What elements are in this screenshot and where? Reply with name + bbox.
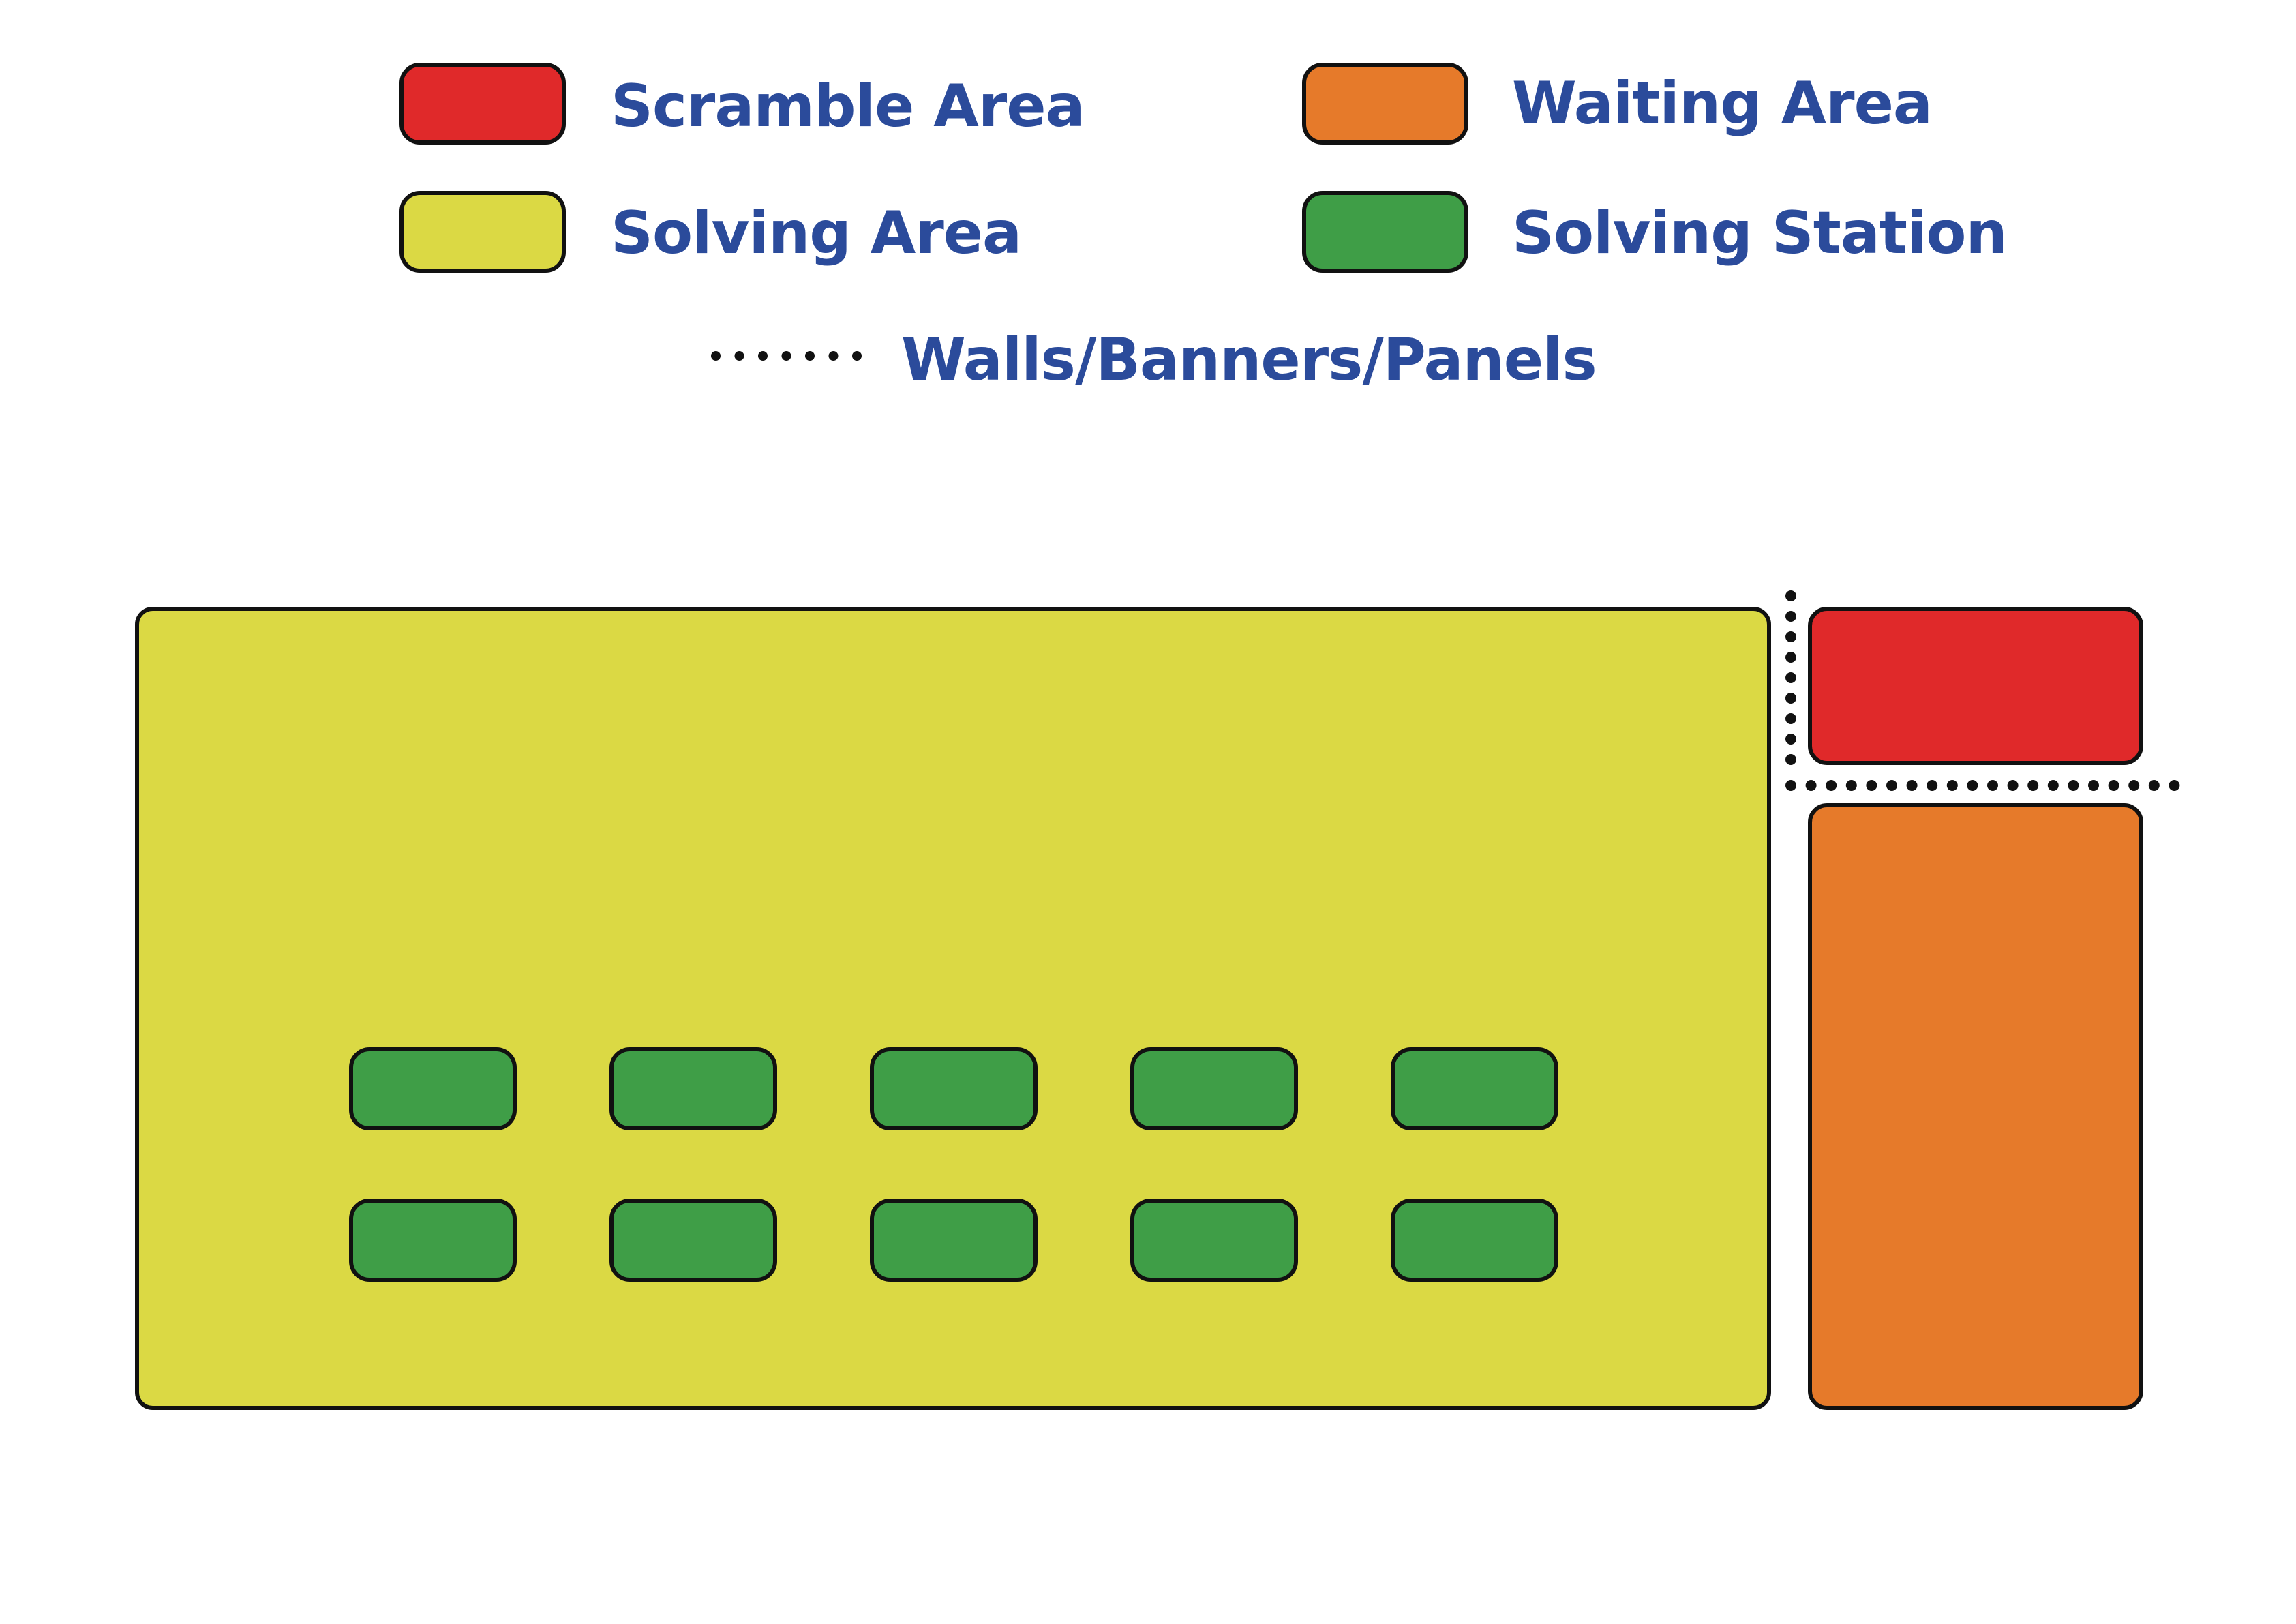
solving-station (349, 1199, 517, 1282)
solving-station (1391, 1047, 1558, 1130)
walls-legend-label: Walls/Banners/Panels (901, 326, 1597, 394)
solving-station (349, 1047, 517, 1130)
scramble-area-legend-label: Scramble Area (611, 72, 1085, 140)
solving-station-swatch (1302, 191, 1468, 273)
solving-station (1130, 1047, 1298, 1130)
solving-station (609, 1199, 777, 1282)
scramble-area (1808, 607, 2143, 765)
solving-station-legend-label: Solving Station (1512, 199, 2008, 267)
waiting-area-swatch (1302, 63, 1468, 145)
solving-station (1391, 1199, 1558, 1282)
scramble-area-swatch (399, 63, 566, 145)
walls-dotted-line-swatch (711, 351, 862, 361)
waiting-area (1808, 803, 2143, 1410)
waiting-area-legend-label: Waiting Area (1512, 70, 1933, 138)
solving-station (870, 1199, 1038, 1282)
solving-station (870, 1047, 1038, 1130)
solving-station (609, 1047, 777, 1130)
solving-station (1130, 1199, 1298, 1282)
solving-area-swatch (399, 191, 566, 273)
solving-area-legend-label: Solving Area (611, 199, 1022, 267)
